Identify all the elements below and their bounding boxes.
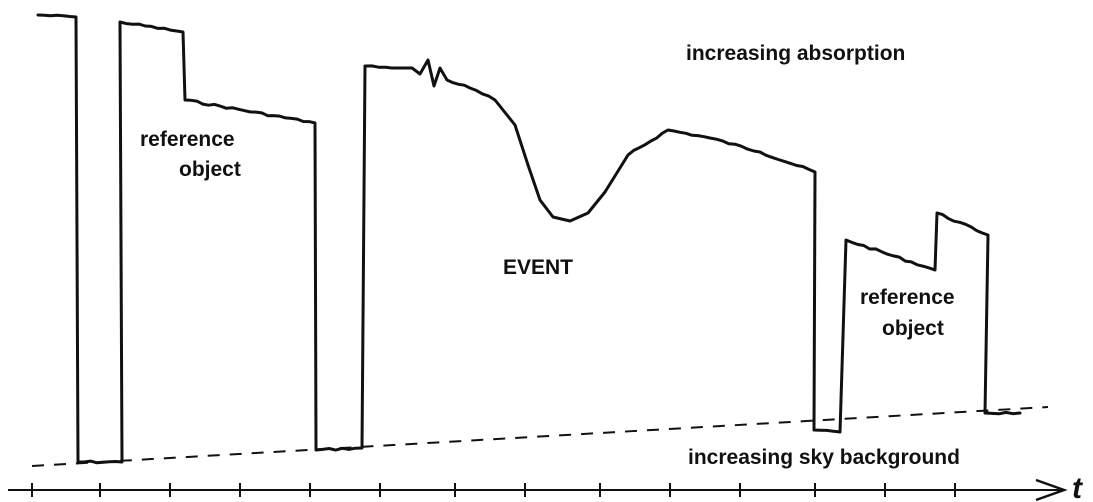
time-axis-arrowhead xyxy=(1035,478,1068,502)
time-axis-ticks xyxy=(31,483,956,497)
reference-object-left-label-line2: object xyxy=(179,158,241,181)
reference-object-right-label-line2: object xyxy=(882,317,944,340)
light-curve-trace xyxy=(36,13,1022,465)
reference-object-left-label-line1: reference xyxy=(140,128,235,151)
time-axis-label: t xyxy=(1072,472,1084,502)
reference-object-right-label-line1: reference xyxy=(860,286,955,309)
increasing-absorption-label: increasing absorption xyxy=(686,42,905,65)
event-label: EVENT xyxy=(503,256,573,279)
increasing-sky-background-label: increasing sky background xyxy=(688,446,960,469)
time-axis: t xyxy=(8,472,1084,502)
sky-background-trend-line xyxy=(31,406,1049,467)
